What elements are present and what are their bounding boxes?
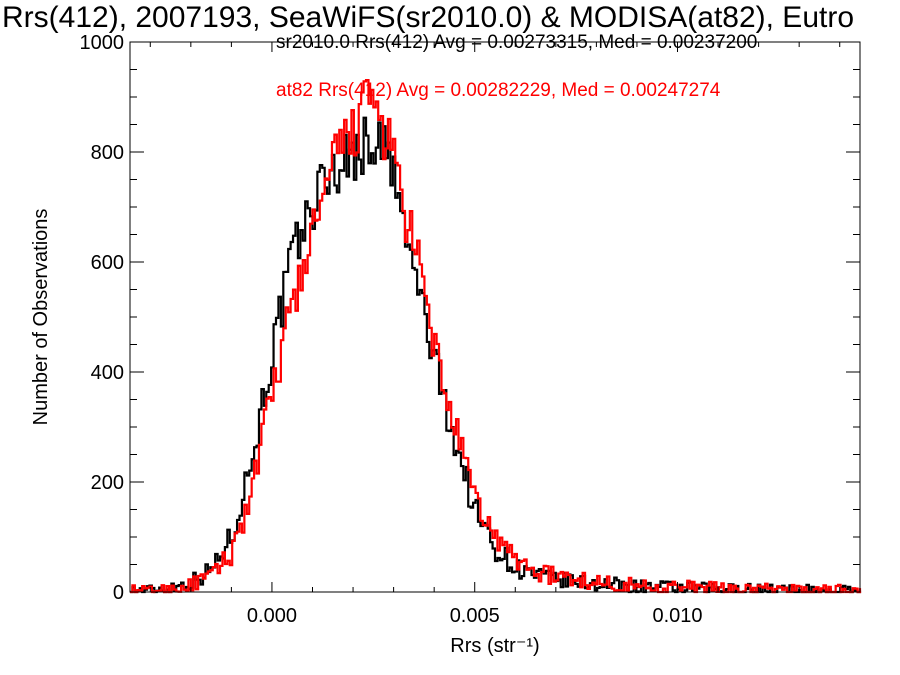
x-tick-label: 0.010	[652, 605, 702, 627]
chart-title: Rrs(412), 2007193, SeaWiFS(sr2010.0) & M…	[2, 1, 855, 34]
y-tick-label: 0	[113, 582, 124, 604]
y-tick-label: 600	[91, 252, 124, 274]
series-layer	[130, 79, 862, 594]
y-tick-label: 200	[91, 472, 124, 494]
y-tick-label: 400	[91, 362, 124, 384]
series-line-sr2010.0	[130, 116, 862, 594]
plot-frame	[129, 41, 861, 593]
x-tick-label: 0.005	[450, 605, 500, 627]
y-tick-label: 800	[91, 142, 124, 164]
x-axis-label: Rrs (str⁻¹)	[450, 635, 539, 657]
annotation-at82: at82 Rrs(412) Avg = 0.00282229, Med = 0.…	[276, 80, 721, 101]
x-tick-label: 0.000	[247, 605, 297, 627]
y-tick-label: 1000	[80, 32, 125, 54]
y-axis-label: Number of Observations	[30, 209, 52, 426]
ticks-layer: 0.000 0.005 0.010 0 200 400 600 800 1000	[80, 32, 860, 627]
annotation-sr2010: sr2010.0 Rrs(412) Avg = 0.00273315, Med …	[276, 32, 757, 53]
